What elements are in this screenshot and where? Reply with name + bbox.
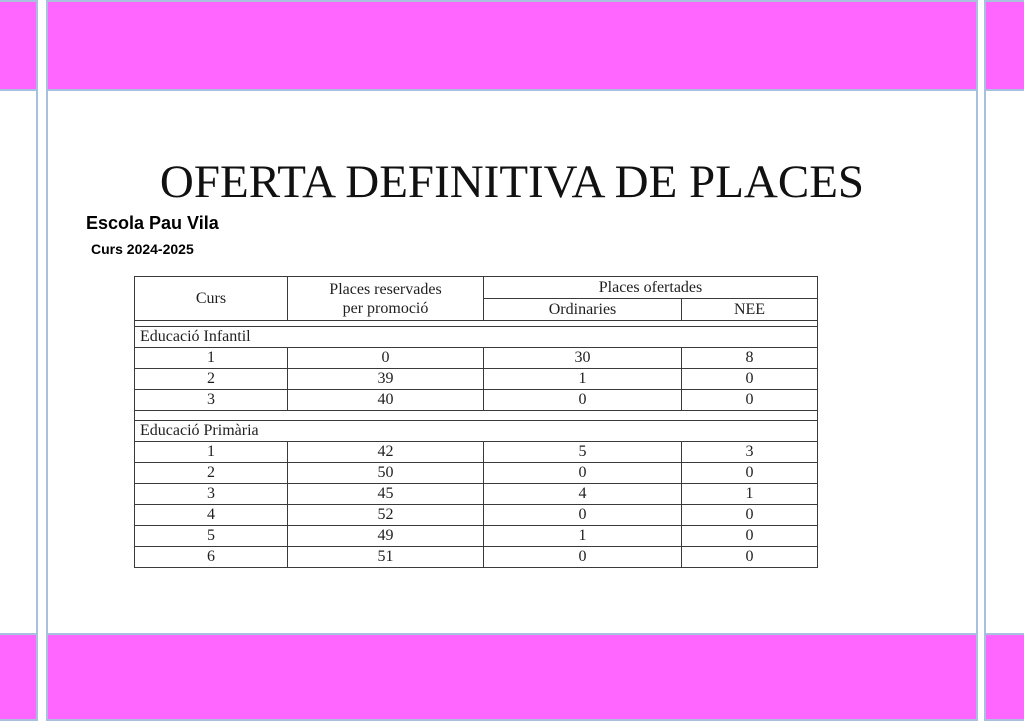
section-label: Educació Infantil [133, 326, 819, 348]
table-cell: 2 [134, 462, 288, 484]
frame-main-bottom-pink-band [48, 633, 976, 719]
table-cell: 0 [287, 347, 484, 369]
table-cell: 50 [287, 462, 484, 484]
table-row: 1 0 30 8 [134, 347, 819, 369]
column-header-reservades-line1: Places reservades [329, 280, 442, 298]
spacer-cell [133, 410, 819, 421]
table-cell: 52 [287, 504, 484, 526]
table-cell: 5 [134, 525, 288, 547]
column-header-ordinaries: Ordinaries [483, 298, 682, 321]
table-cell: 8 [680, 347, 819, 369]
table-cell: 0 [483, 546, 682, 568]
table-cell: 1 [483, 525, 682, 547]
frame-right-bottom-pink-band [986, 633, 1024, 719]
table-cell: 3 [134, 483, 288, 505]
table-cell: 0 [680, 525, 819, 547]
table-cell: 6 [134, 546, 288, 568]
table-cell: 51 [287, 546, 484, 568]
column-header-ofertades: Places ofertades [482, 276, 819, 299]
table-cell: 5 [483, 441, 682, 463]
course-year: Curs 2024-2025 [91, 241, 194, 257]
table-cell: 42 [287, 441, 484, 463]
table-cell: 0 [680, 389, 819, 411]
table-row: 2 50 0 0 [134, 462, 819, 484]
frame-right-top-pink-band [986, 2, 1024, 91]
column-header-reservades: Places reservades per promoció [287, 276, 484, 321]
table-row: 6 51 0 0 [134, 546, 819, 568]
table-cell: 0 [680, 504, 819, 526]
table-cell: 0 [680, 462, 819, 484]
table-row: 1 42 5 3 [134, 441, 819, 463]
table-cell: 39 [287, 368, 484, 390]
table-cell: 2 [134, 368, 288, 390]
table-cell: 3 [134, 389, 288, 411]
table-row: 3 45 4 1 [134, 483, 819, 505]
table-cell: 1 [134, 441, 288, 463]
school-name: Escola Pau Vila [86, 213, 219, 233]
table-row: 4 52 0 0 [134, 504, 819, 526]
column-header-curs: Curs [134, 276, 288, 321]
page-title: OFERTA DEFINITIVA DE PLACES [159, 156, 865, 208]
table-row: 3 40 0 0 [134, 389, 819, 411]
table-cell: 0 [483, 504, 682, 526]
frame-left-column [0, 0, 38, 721]
table-cell: 1 [483, 368, 682, 390]
table-cell: 1 [680, 483, 819, 505]
table-cell: 4 [134, 504, 288, 526]
table-cell: 49 [287, 525, 484, 547]
frame-main-top-pink-band [48, 2, 976, 91]
table-row: 5 49 1 0 [134, 525, 819, 547]
table-cell: 45 [287, 483, 484, 505]
frame-left-top-pink-band [0, 2, 36, 91]
section-label: Educació Primària [133, 420, 819, 442]
frame-left-bottom-pink-band [0, 633, 36, 719]
column-header-nee: NEE [680, 298, 819, 321]
frame-right-column [984, 0, 1024, 721]
table-cell: 0 [483, 389, 682, 411]
table-cell: 40 [287, 389, 484, 411]
table-cell: 0 [483, 462, 682, 484]
places-table: Curs Places reservades per promoció Plac… [133, 276, 819, 568]
section-row-primaria: Educació Primària [133, 420, 819, 442]
section-row-infantil: Educació Infantil [133, 326, 819, 348]
table-cell: 1 [134, 347, 288, 369]
table-row: 2 39 1 0 [134, 368, 819, 390]
spacer-row [133, 410, 819, 421]
table-cell: 4 [483, 483, 682, 505]
table-cell: 30 [483, 347, 682, 369]
column-header-reservades-line2: per promoció [342, 299, 429, 317]
table-cell: 0 [680, 546, 819, 568]
table-cell: 0 [680, 368, 819, 390]
table-header-row-1: Curs Places reservades per promoció Plac… [134, 276, 819, 321]
table-cell: 3 [680, 441, 819, 463]
